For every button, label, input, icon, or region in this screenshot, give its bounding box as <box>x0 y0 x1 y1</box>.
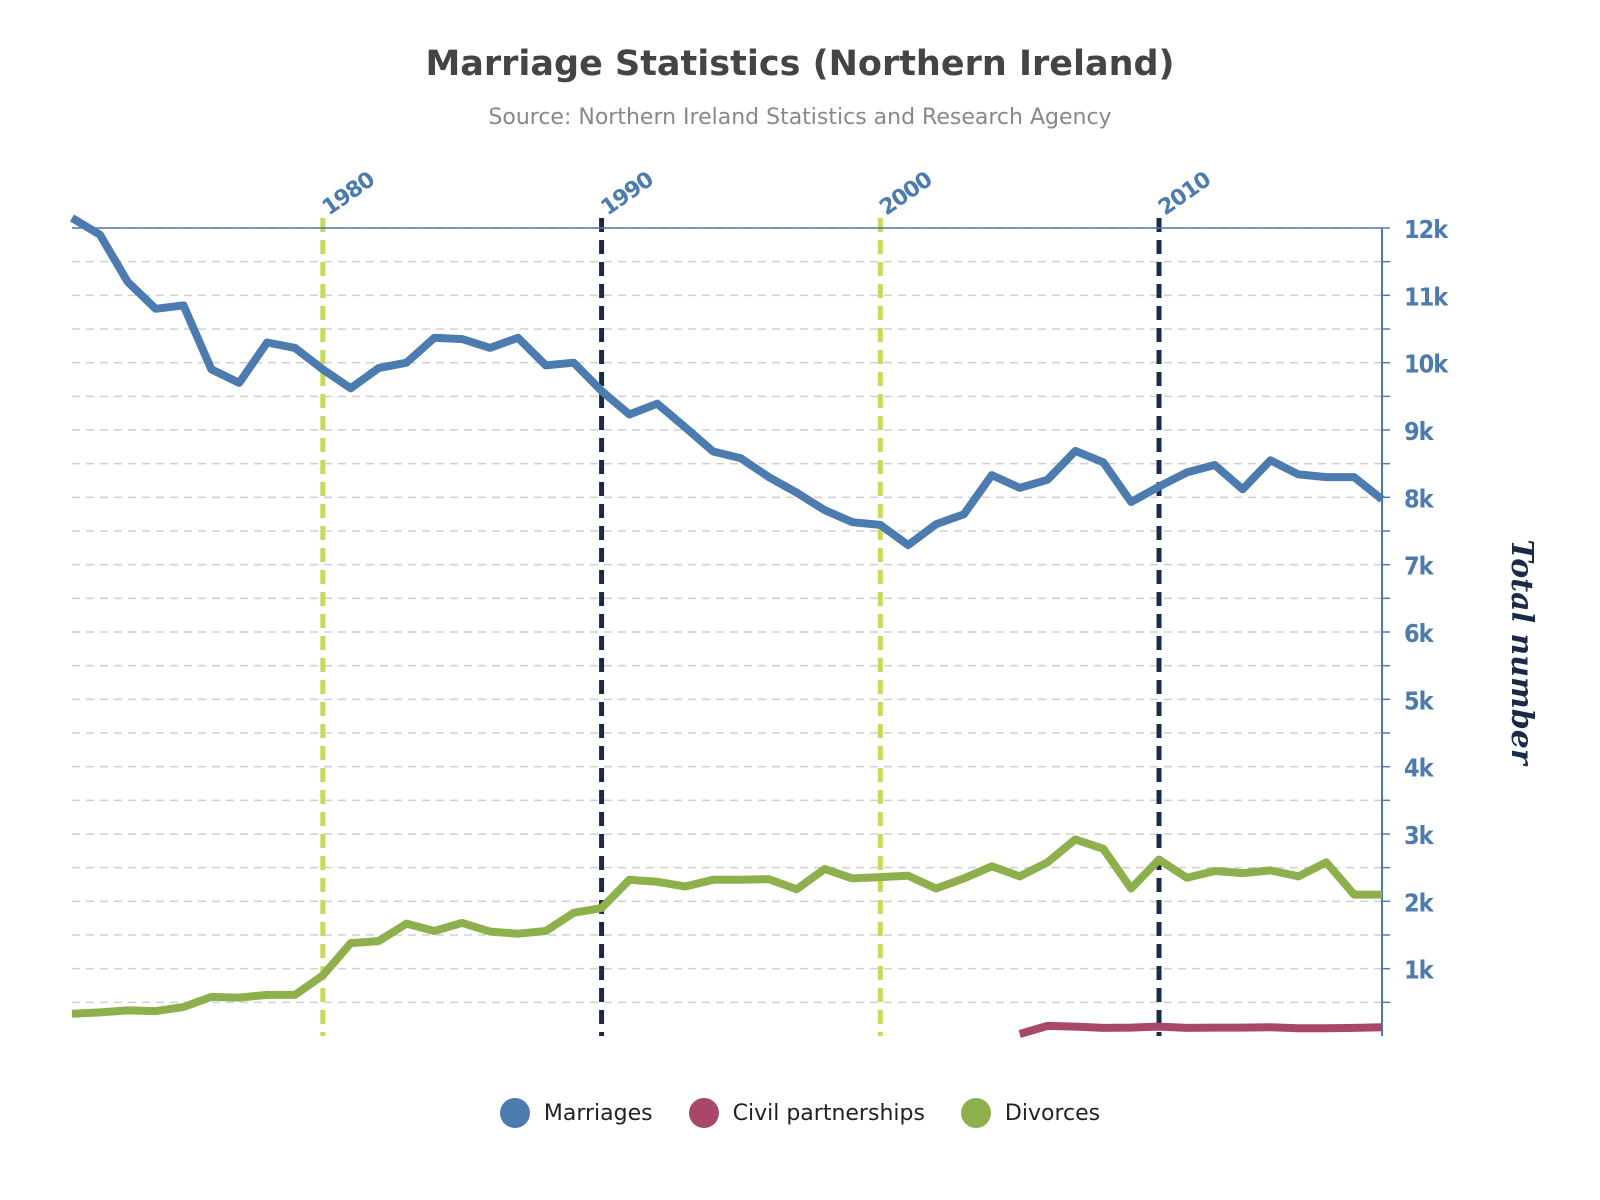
legend: Marriages Civil partnerships Divorces <box>0 1098 1600 1128</box>
y-tick-label: 10k <box>1404 350 1449 379</box>
y-axis-label: Total number <box>1504 539 1539 766</box>
plot-lines <box>320 218 1162 1036</box>
y-tick-label: 7k <box>1404 552 1435 581</box>
legend-marker <box>960 1098 991 1128</box>
chart-subtitle: Source: Northern Ireland Statistics and … <box>488 105 1112 130</box>
y-tick-label: 6k <box>1404 619 1435 648</box>
legend-item-civil-partnerships[interactable]: Civil partnerships <box>688 1098 925 1128</box>
series-lines <box>69 214 1385 1038</box>
legend-marker <box>688 1098 719 1128</box>
y-tick-label: 12k <box>1404 215 1449 244</box>
legend-label: Civil partnerships <box>732 1100 925 1126</box>
x-tick-label: 2000 <box>875 167 937 221</box>
tick-labels: 1k 2k 3k 4k 5k 6k 7k 8k 9k 10k 11k 12k 1980 1990 2000 2… <box>318 167 1450 985</box>
legend-item-divorces[interactable]: Divorces <box>960 1098 1101 1128</box>
legend-marker <box>499 1098 530 1128</box>
y-tick-label: 2k <box>1404 888 1435 917</box>
y-tick-label: 8k <box>1404 484 1435 513</box>
legend-item-marriages[interactable]: Marriages <box>499 1098 653 1128</box>
y-tick-label: 3k <box>1404 821 1435 850</box>
legend-label: Marriages <box>543 1100 653 1126</box>
series-line-marriages <box>69 214 1385 550</box>
series-line-divorces <box>71 835 1382 1018</box>
chart-title: Marriage Statistics (Northern Ireland) <box>425 44 1175 84</box>
y-tick-label: 5k <box>1404 686 1435 715</box>
y-tick-label: 9k <box>1404 417 1435 446</box>
y-tick-label: 1k <box>1404 956 1435 985</box>
series-line-civil-partnerships <box>1018 1021 1383 1038</box>
x-tick-label: 1990 <box>597 167 659 221</box>
x-tick-label: 1980 <box>318 167 380 221</box>
x-tick-label: 2010 <box>1154 167 1216 221</box>
legend-label: Divorces <box>1004 1100 1101 1126</box>
y-tick-label: 11k <box>1404 282 1449 311</box>
axes <box>72 227 1390 1036</box>
y-tick-label: 4k <box>1404 754 1435 783</box>
